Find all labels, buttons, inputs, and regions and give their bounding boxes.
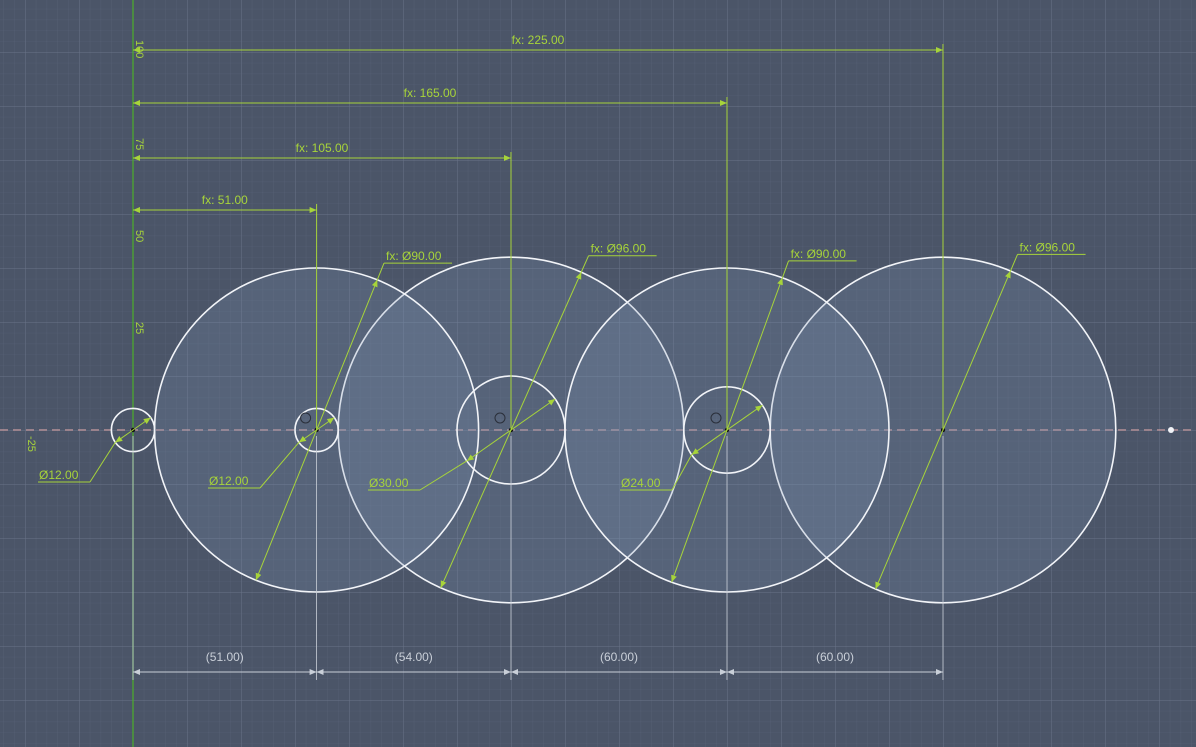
diameter-leader bbox=[1010, 254, 1019, 272]
bore-label[interactable]: Ø12.00 bbox=[209, 474, 249, 488]
bore-dimensions: Ø12.00 Ø12.00 Ø30.00 Ø24.00 bbox=[38, 398, 763, 491]
bore-dimension-line[interactable] bbox=[115, 417, 151, 443]
reference-dimension-label[interactable]: (54.00) bbox=[395, 650, 433, 664]
dimension-label[interactable]: fx: 105.00 bbox=[296, 141, 349, 155]
bore-leader bbox=[671, 454, 693, 491]
diameter-label[interactable]: fx: Ø90.00 bbox=[386, 249, 442, 263]
diameter-dimensions: fx: Ø90.00 fx: Ø96.00 fx: Ø90.00 fx: Ø96.00 bbox=[255, 240, 1086, 590]
bore-leader bbox=[419, 460, 468, 491]
dimension-label[interactable]: fx: 51.00 bbox=[202, 193, 248, 207]
reference-dimension-label[interactable]: (60.00) bbox=[600, 650, 638, 664]
centerline-end-point[interactable] bbox=[1168, 427, 1174, 433]
axis-label[interactable]: 100 bbox=[133, 40, 145, 58]
reference-dimension-label[interactable]: (51.00) bbox=[206, 650, 244, 664]
dimension-label[interactable]: fx: 165.00 bbox=[404, 86, 457, 100]
diameter-leader bbox=[580, 255, 590, 273]
bore-dimension-line[interactable] bbox=[691, 404, 763, 456]
reference-dimension-label[interactable]: (60.00) bbox=[816, 650, 854, 664]
circles-group bbox=[110, 256, 1117, 604]
dimension-label[interactable]: fx: 225.00 bbox=[512, 33, 565, 47]
bore-leader bbox=[259, 442, 300, 489]
bore-label[interactable]: Ø30.00 bbox=[369, 476, 409, 490]
diameter-label[interactable]: fx: Ø90.00 bbox=[791, 247, 847, 261]
diameter-dimension-line[interactable] bbox=[875, 270, 1011, 590]
diameter-label[interactable]: fx: Ø96.00 bbox=[591, 242, 647, 256]
diameter-label[interactable]: fx: Ø96.00 bbox=[1020, 240, 1076, 254]
axis-label[interactable]: 25 bbox=[133, 322, 145, 334]
spacing-dimensions: (51.00) (54.00) (60.00) (60.00) bbox=[132, 436, 944, 680]
bore-label[interactable]: Ø24.00 bbox=[621, 476, 661, 490]
axis-labels: 100 75 50 25 -25 bbox=[25, 40, 145, 452]
bore-dimension-line[interactable] bbox=[298, 417, 335, 443]
axis-label[interactable]: 50 bbox=[133, 230, 145, 242]
axis-label[interactable]: 75 bbox=[133, 138, 145, 150]
bore-leader bbox=[89, 442, 116, 483]
axis-label[interactable]: -25 bbox=[25, 436, 37, 452]
bore-label[interactable]: Ø12.00 bbox=[39, 468, 79, 482]
diameter-leader bbox=[781, 260, 790, 278]
diameter-leader bbox=[376, 262, 385, 280]
bore-dimension-line[interactable] bbox=[466, 398, 556, 462]
